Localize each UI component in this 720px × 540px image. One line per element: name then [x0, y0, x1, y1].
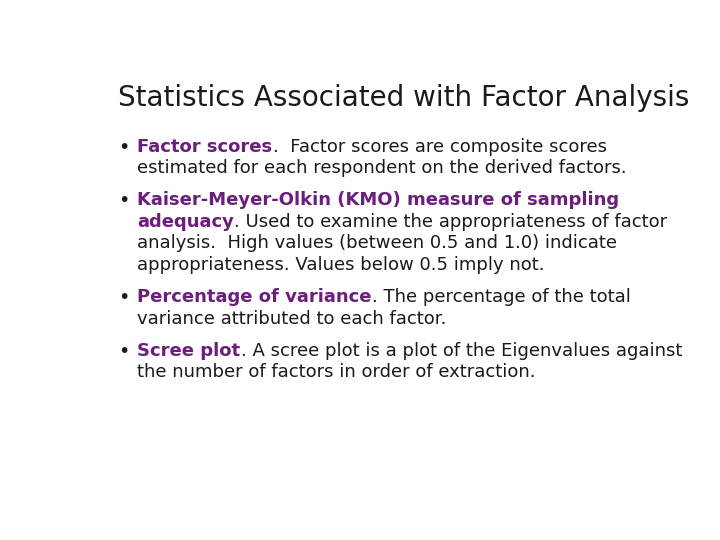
Text: Factor scores: Factor scores	[138, 138, 273, 156]
Text: adequacy: adequacy	[138, 213, 234, 231]
Text: the number of factors in order of extraction.: the number of factors in order of extrac…	[138, 363, 536, 381]
Text: Percentage of variance: Percentage of variance	[138, 288, 372, 306]
Text: estimated for each respondent on the derived factors.: estimated for each respondent on the der…	[138, 159, 627, 177]
Text: •: •	[118, 288, 130, 307]
Text: .  Factor scores are composite scores: . Factor scores are composite scores	[273, 138, 606, 156]
Text: Statistics Associated with Factor Analysis: Statistics Associated with Factor Analys…	[118, 84, 689, 112]
Text: appropriateness. Values below 0.5 imply not.: appropriateness. Values below 0.5 imply …	[138, 256, 545, 274]
Text: •: •	[118, 191, 130, 210]
Text: Kaiser-Meyer-Olkin (KMO) measure of sampling: Kaiser-Meyer-Olkin (KMO) measure of samp…	[138, 191, 619, 209]
Text: . The percentage of the total: . The percentage of the total	[372, 288, 631, 306]
Text: analysis.  High values (between 0.5 and 1.0) indicate: analysis. High values (between 0.5 and 1…	[138, 234, 618, 252]
Text: variance attributed to each factor.: variance attributed to each factor.	[138, 310, 447, 328]
Text: •: •	[118, 342, 130, 361]
Text: •: •	[118, 138, 130, 157]
Text: Scree plot: Scree plot	[138, 342, 240, 360]
Text: . A scree plot is a plot of the Eigenvalues against: . A scree plot is a plot of the Eigenval…	[240, 342, 682, 360]
Text: . Used to examine the appropriateness of factor: . Used to examine the appropriateness of…	[234, 213, 667, 231]
